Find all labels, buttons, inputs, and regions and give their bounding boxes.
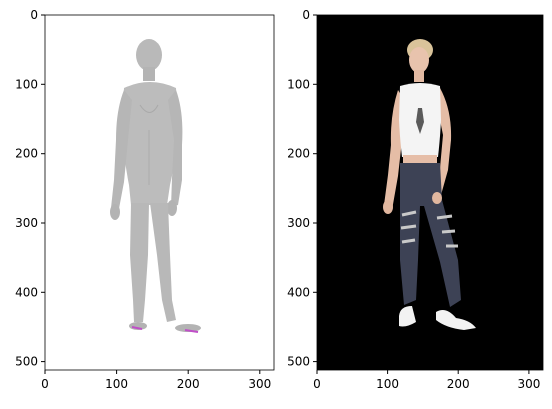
right-x-tick-label: 100: [376, 377, 399, 391]
right-y-tick-label: 500: [287, 355, 310, 369]
right-y-axis: 0 100 200 300 400 500: [287, 8, 317, 369]
left-x-tick-label: 300: [248, 377, 271, 391]
left-x-axis: 0 100 200 300: [41, 370, 271, 391]
left-y-axis: 0 100 200 300 400 500: [15, 8, 45, 369]
right-panel: 0 100 200 300 0 100 200 300 400 500: [287, 8, 544, 391]
right-y-tick-label: 0: [302, 8, 310, 22]
person-photo-image: [383, 39, 476, 330]
right-y-tick-label: 100: [287, 77, 310, 91]
right-y-tick-label: 400: [287, 285, 310, 299]
body-mesh-image: [110, 39, 201, 333]
right-y-tick-label: 200: [287, 147, 310, 161]
left-y-tick-label: 200: [15, 147, 38, 161]
left-panel: 0 100 200 300 0 100 200 300 400 500: [15, 8, 275, 391]
left-y-tick-label: 500: [15, 355, 38, 369]
right-x-axis: 0 100 200 300: [313, 370, 540, 391]
left-y-tick-label: 100: [15, 77, 38, 91]
left-y-tick-label: 0: [30, 8, 38, 22]
left-y-tick-label: 300: [15, 216, 38, 230]
left-x-tick-label: 100: [105, 377, 128, 391]
left-x-tick-label: 0: [41, 377, 49, 391]
right-x-tick-label: 200: [447, 377, 470, 391]
right-axes-frame: [316, 14, 544, 371]
left-axes-frame: [44, 14, 275, 371]
right-x-tick-label: 300: [517, 377, 540, 391]
right-y-tick-label: 300: [287, 216, 310, 230]
left-x-tick-label: 200: [177, 377, 200, 391]
left-y-tick-label: 400: [15, 285, 38, 299]
right-x-tick-label: 0: [313, 377, 321, 391]
